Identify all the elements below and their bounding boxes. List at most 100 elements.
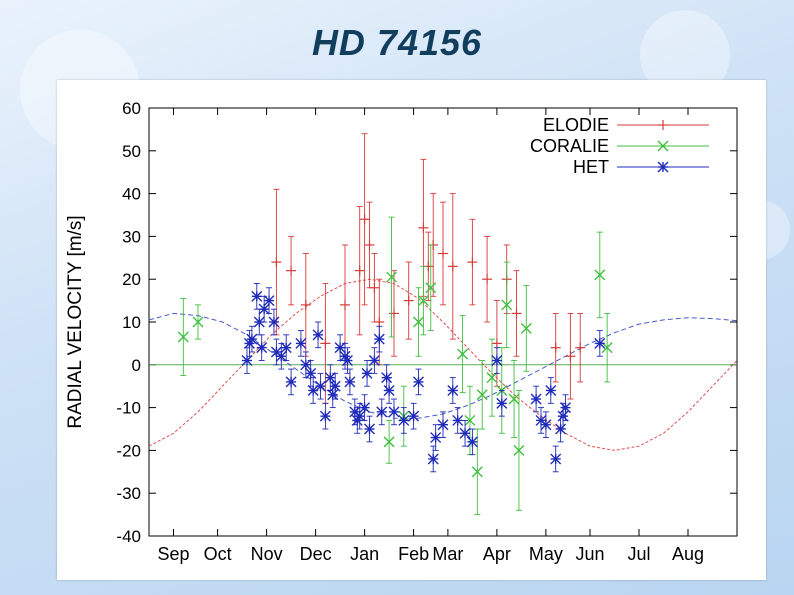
marker-stroke	[437, 419, 449, 431]
marker-stroke	[447, 384, 459, 396]
data-point-coralie	[177, 298, 189, 376]
x-tick-label: Mar	[432, 544, 463, 564]
data-point-het	[307, 377, 319, 404]
data-point-het	[437, 411, 449, 439]
data-point-elodie	[447, 193, 458, 340]
marker-stroke	[305, 367, 317, 379]
y-tick-label: 60	[122, 99, 141, 118]
marker-stroke	[476, 389, 488, 401]
data-point-elodie	[286, 235, 297, 306]
data-point-het	[413, 368, 424, 396]
legend-label: ELODIE	[543, 115, 609, 135]
data-point-elodie	[389, 270, 399, 357]
y-tick-label: 0	[132, 356, 141, 375]
marker-stroke	[496, 397, 508, 409]
x-tick-label: Oct	[204, 544, 232, 564]
marker-stroke	[560, 402, 571, 414]
data-point-coralie	[513, 390, 525, 511]
data-point-het	[268, 308, 280, 336]
marker-stroke	[312, 329, 324, 341]
marker-stroke	[557, 410, 569, 422]
data-point-het	[256, 334, 268, 361]
data-point-het	[452, 407, 464, 434]
y-tick-label: 40	[122, 185, 141, 204]
marker-stroke	[258, 303, 270, 315]
marker-stroke	[280, 342, 292, 354]
data-point-het	[368, 347, 380, 374]
data-point-het	[263, 287, 275, 314]
data-point-het	[540, 411, 552, 439]
data-point-het	[280, 334, 292, 361]
marker-stroke	[334, 342, 346, 354]
data-point-coralie	[383, 419, 395, 464]
y-tick-label: 10	[122, 313, 141, 332]
marker-stroke	[459, 427, 471, 439]
data-point-het	[285, 368, 297, 396]
marker-stroke	[466, 436, 478, 448]
marker-stroke	[408, 410, 420, 422]
y-tick-label: 30	[122, 227, 141, 246]
legend-marker	[658, 120, 668, 130]
marker-stroke	[513, 444, 525, 456]
marker-stroke	[344, 376, 356, 388]
marker-stroke	[386, 271, 398, 283]
marker-stroke	[657, 140, 669, 152]
y-tick-label: -40	[116, 527, 141, 546]
data-point-het	[408, 402, 420, 430]
data-point-coralie	[425, 244, 437, 332]
marker-stroke	[300, 359, 312, 371]
marker-stroke	[177, 331, 189, 343]
marker-stroke	[376, 406, 388, 418]
marker-stroke	[251, 290, 263, 302]
data-point-elodie	[511, 270, 522, 357]
data-point-coralie	[413, 287, 424, 357]
marker-stroke	[361, 367, 373, 379]
x-tick-label: Aug	[672, 544, 704, 564]
marker-stroke	[285, 376, 297, 388]
marker-stroke	[364, 423, 375, 435]
marker-stroke	[657, 161, 669, 173]
marker-stroke	[427, 453, 439, 465]
data-point-het	[246, 325, 258, 353]
data-point-elodie	[438, 201, 448, 306]
data-point-het	[388, 398, 400, 426]
figure-panel: 60 50 40 30 20 10 0 -10 -20 -30 -40 Sep Oct Nov Dec Jan…	[57, 80, 766, 580]
y-tick-label: -30	[116, 484, 141, 503]
data-point-het	[491, 347, 503, 374]
data-point-het	[398, 407, 410, 434]
marker-stroke	[413, 316, 424, 328]
data-point-het	[376, 398, 388, 426]
data-point-het	[550, 445, 562, 473]
x-tick-label: Sep	[157, 544, 189, 564]
data-point-het	[594, 330, 606, 357]
marker-stroke	[192, 316, 204, 328]
marker-stroke	[315, 380, 326, 392]
data-point-het	[373, 325, 385, 353]
x-tick-label: Jun	[575, 544, 604, 564]
marker-stroke	[354, 410, 366, 422]
marker-stroke	[398, 414, 410, 426]
data-point-elodie	[550, 312, 561, 383]
marker-stroke	[253, 316, 265, 328]
data-point-elodie	[565, 312, 576, 400]
y-axis-label: RADIAL VELOCITY [m/s]	[65, 215, 86, 428]
marker-stroke	[425, 282, 437, 294]
marker-stroke	[268, 316, 280, 328]
y-tick-label: -20	[116, 441, 141, 460]
marker-stroke	[540, 419, 552, 431]
marker-stroke	[452, 414, 464, 426]
data-point-het	[530, 385, 542, 413]
data-point-coralie	[501, 261, 513, 349]
marker-stroke	[295, 337, 307, 349]
marker-stroke	[359, 402, 371, 414]
marker-stroke	[383, 436, 395, 448]
marker-stroke	[339, 350, 351, 362]
x-tick-label: Apr	[483, 544, 511, 564]
marker-stroke	[373, 333, 385, 345]
data-point-het	[312, 321, 324, 349]
data-point-coralie	[457, 315, 469, 394]
legend-label: CORALIE	[530, 136, 609, 156]
data-point-het	[258, 295, 270, 323]
data-point-het	[329, 372, 341, 400]
data-point-elodie	[354, 205, 365, 336]
